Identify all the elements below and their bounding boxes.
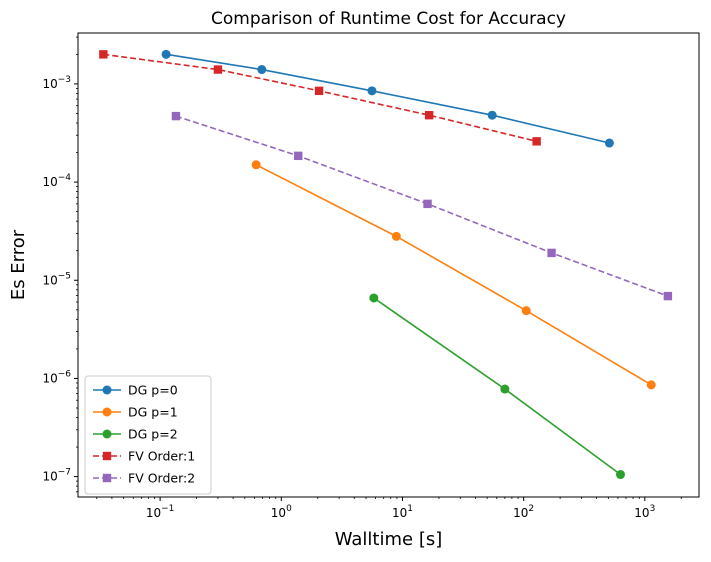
data-point-0-1: [257, 65, 267, 75]
data-point-0-0: [161, 49, 171, 59]
series-line-1: [255, 164, 652, 386]
plot-frame: [77, 32, 700, 498]
legend-label-4: FV Order:2: [128, 471, 195, 486]
x-tick-label-1: 100: [271, 504, 292, 520]
chart-title: Comparison of Runtime Cost for Accuracy: [211, 9, 566, 29]
legend-label-1: DG p=1: [128, 405, 178, 420]
series-markers: [99, 49, 673, 480]
legend-marker-0: [102, 385, 112, 395]
axis-ticks: 10−1 100 101 102 103 10−7 10−6 10−5 10−4 10−3: [42, 36, 682, 520]
legend-marker-1: [102, 407, 112, 417]
legend-box: [84, 375, 212, 495]
legend-marker-2: [102, 429, 112, 439]
data-point-3-1: [213, 65, 223, 74]
data-point-0-2: [367, 86, 377, 96]
data-point-1-3: [646, 380, 656, 390]
legend: DG p=0 DG p=1 DG p=2 FV Order:1 FV Order:2: [84, 375, 212, 495]
legend-marker-4: [102, 473, 112, 483]
legend-marker-3: [102, 451, 112, 461]
legend-label-2: DG p=2: [128, 427, 178, 442]
y-tick-label-1: 10−6: [42, 369, 71, 385]
x-axis-label: Walltime [s]: [335, 529, 443, 550]
data-point-4-2: [423, 199, 432, 209]
data-point-1-1: [391, 231, 401, 241]
legend-label-0: DG p=0: [128, 383, 178, 398]
data-point-3-3: [424, 111, 434, 120]
data-point-4-0: [171, 111, 181, 121]
data-point-0-4: [604, 138, 614, 148]
data-point-3-2: [314, 86, 324, 96]
data-point-1-2: [521, 306, 531, 316]
legend-label-3: FV Order:1: [128, 449, 195, 464]
y-tick-label-3: 10−4: [42, 173, 71, 189]
y-tick-label-0: 10−7: [42, 468, 71, 484]
data-point-4-3: [547, 248, 556, 258]
data-point-2-2: [616, 470, 625, 480]
data-point-3-0: [99, 50, 108, 59]
data-point-3-4: [532, 137, 541, 146]
y-tick-label-4: 10−3: [42, 75, 71, 91]
x-tick-label-4: 103: [634, 504, 655, 520]
data-point-4-4: [663, 291, 673, 301]
y-tick-label-2: 10−5: [42, 271, 71, 287]
data-point-2-1: [500, 384, 510, 394]
data-point-4-1: [294, 151, 303, 161]
data-point-1-0: [251, 160, 261, 170]
data-point-2-0: [369, 293, 379, 303]
x-tick-label-3: 102: [513, 504, 534, 520]
y-axis-label: Es Error: [8, 229, 29, 300]
x-tick-label-2: 101: [392, 504, 413, 520]
data-point-0-3: [487, 110, 497, 120]
x-tick-label-0: 10−1: [146, 504, 175, 520]
